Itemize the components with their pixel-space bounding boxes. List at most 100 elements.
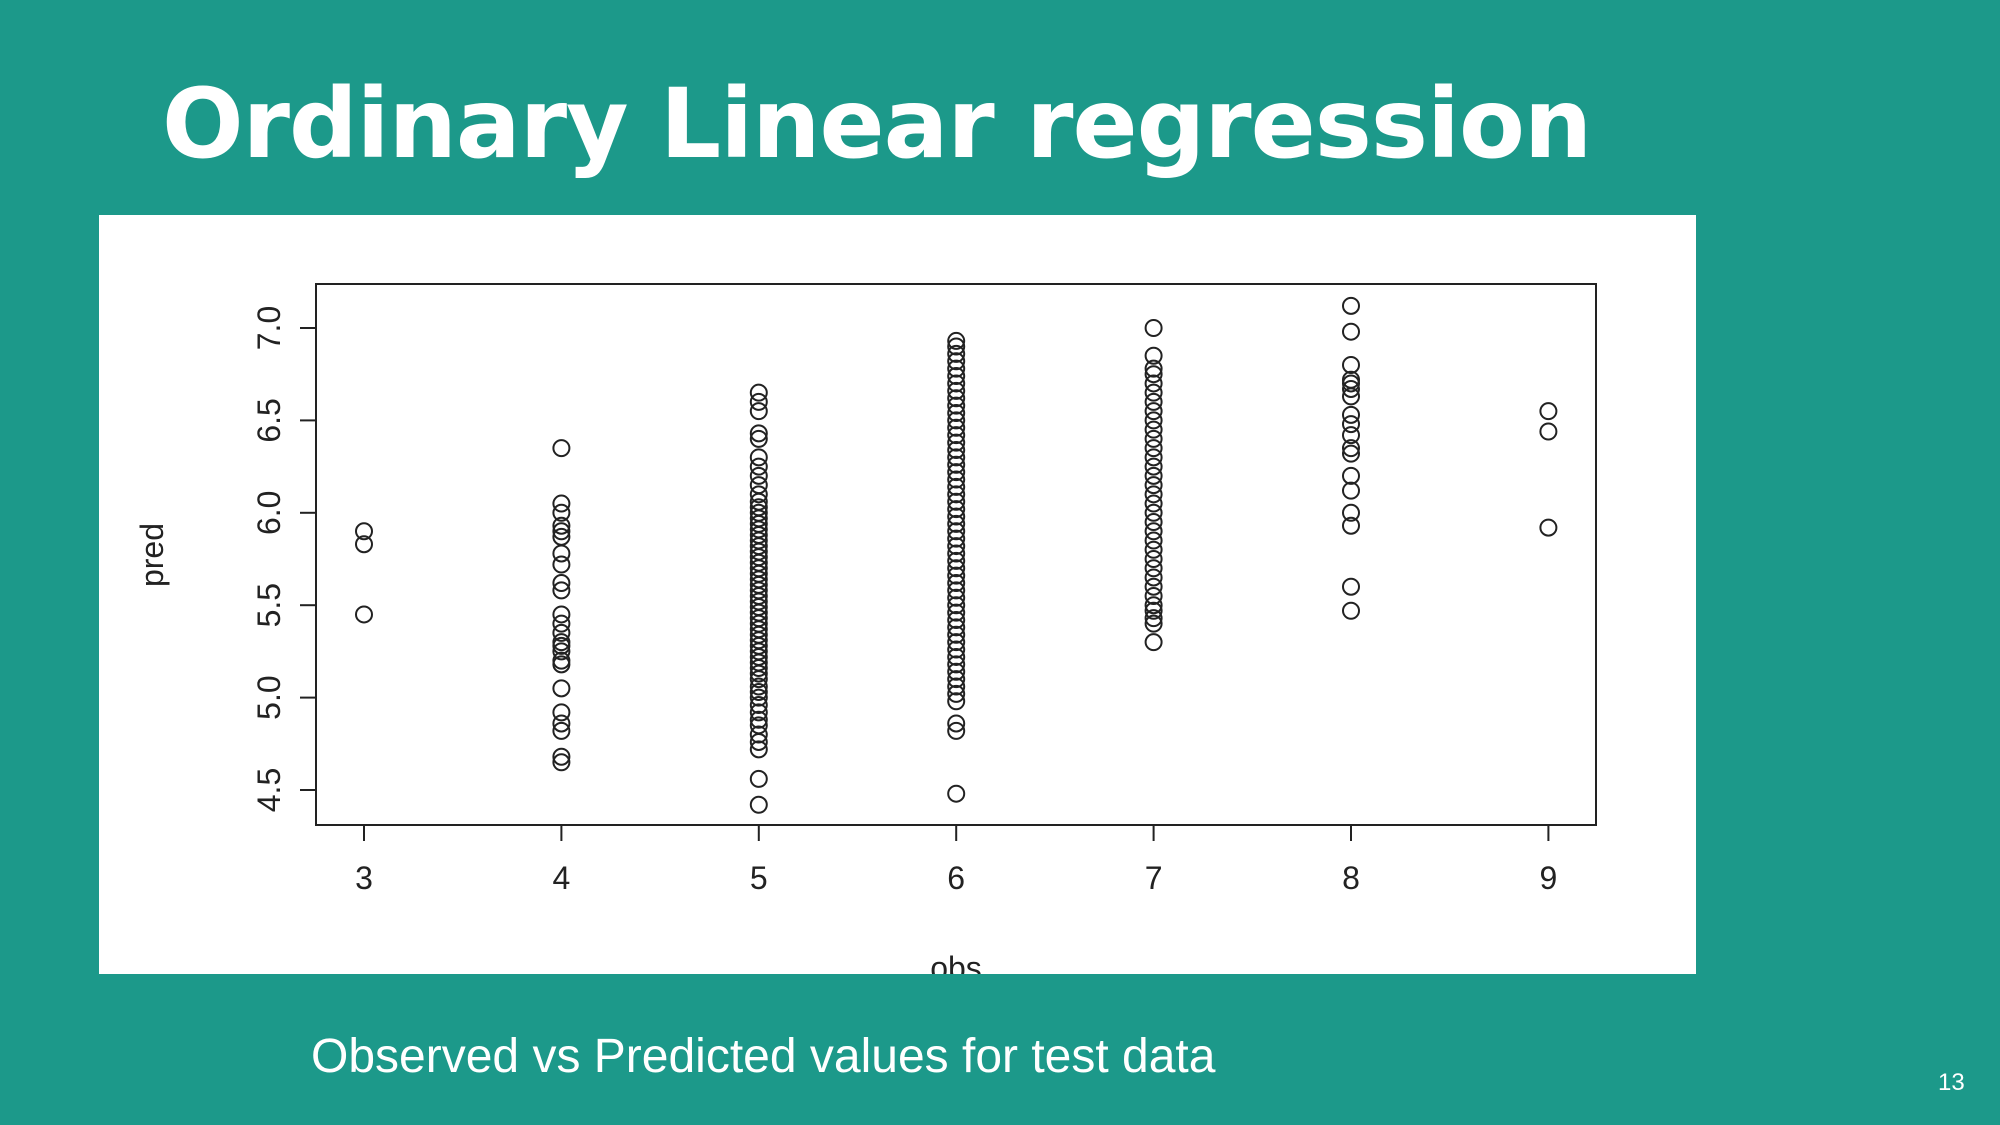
data-point [749,429,768,448]
data-point [1342,577,1360,596]
page-number: 13 [1938,1069,1965,1096]
data-point [749,716,768,735]
data-point [947,714,966,733]
data-point [947,396,966,415]
slide-title: Ordinary Linear regression [162,68,1592,180]
data-point [1144,633,1163,652]
data-point [947,389,966,408]
data-point [749,424,768,443]
data-point [1342,444,1360,463]
data-point [1144,568,1163,587]
data-point [1144,531,1163,550]
data-point [552,439,571,458]
data-point [552,574,571,593]
data-point [947,337,966,356]
data-point [947,404,966,423]
data-point [552,516,571,535]
y-axis-label: pred [134,523,170,587]
data-point [552,614,571,633]
data-point [1342,322,1360,341]
x-tick-label: 4 [553,860,571,896]
data-point [947,618,966,637]
data-point [1144,402,1163,421]
data-point [552,651,571,670]
data-point [749,703,768,722]
data-point [1342,481,1360,500]
data-point [1342,426,1360,445]
data-point [1144,601,1163,620]
data-point [947,352,966,371]
data-point [947,574,966,593]
data-points [355,296,1558,814]
data-point [1342,516,1360,535]
data-point [1342,503,1360,522]
data-point [355,522,373,541]
data-point [947,559,966,578]
data-point [749,740,768,759]
data-point [552,633,571,652]
data-point [947,625,966,644]
data-point [947,440,966,459]
data-point [947,670,966,689]
data-point [1144,596,1163,615]
plot-panel: 3 4 5 6 7 8 9 4.5 5.0 5.5 6.0 6.5 7.0 obs pred [99,215,1696,974]
data-point [552,679,571,698]
data-point [947,721,966,740]
data-point [947,596,966,615]
data-point [1342,379,1360,398]
data-point [947,463,966,482]
data-point [947,633,966,652]
data-point [1144,374,1163,393]
data-point [947,551,966,570]
data-point [1144,614,1163,633]
data-point [947,610,966,629]
data-point [552,544,571,563]
data-point [1144,466,1163,485]
data-point [1342,439,1360,458]
data-point [947,507,966,526]
data-point [749,677,768,696]
data-point [552,721,571,740]
data-point [947,647,966,666]
data-point [749,695,768,714]
data-point [947,492,966,511]
data-point [1144,319,1163,337]
data-point [749,710,768,729]
data-point [749,457,768,476]
data-point [947,344,966,363]
data-point [552,703,571,722]
data-point [552,522,571,541]
x-axis-label: obs [930,950,982,974]
data-point [947,603,966,622]
data-point [947,426,966,445]
data-point [552,527,571,546]
data-point [552,494,571,513]
data-point [749,383,768,402]
data-point [552,581,571,600]
data-point [1144,420,1163,439]
data-point [749,503,768,522]
data-point [552,714,571,733]
data-point [1144,448,1163,467]
data-point [552,605,571,624]
data-point [947,359,966,378]
data-point [947,640,966,659]
data-point [1342,601,1360,620]
data-point [749,392,768,411]
data-point [1144,411,1163,430]
data-point [749,402,768,421]
data-point [749,725,768,744]
data-point [1144,586,1163,605]
data-point [552,555,571,574]
data-point [1144,513,1163,532]
data-point [1144,429,1163,448]
data-point [947,581,966,600]
data-point [947,544,966,563]
data-point [1342,405,1360,424]
data-point [947,537,966,556]
data-point [749,498,768,517]
data-point [947,418,966,437]
data-point [947,588,966,607]
data-point [947,529,966,548]
x-tick-label: 5 [750,860,768,896]
